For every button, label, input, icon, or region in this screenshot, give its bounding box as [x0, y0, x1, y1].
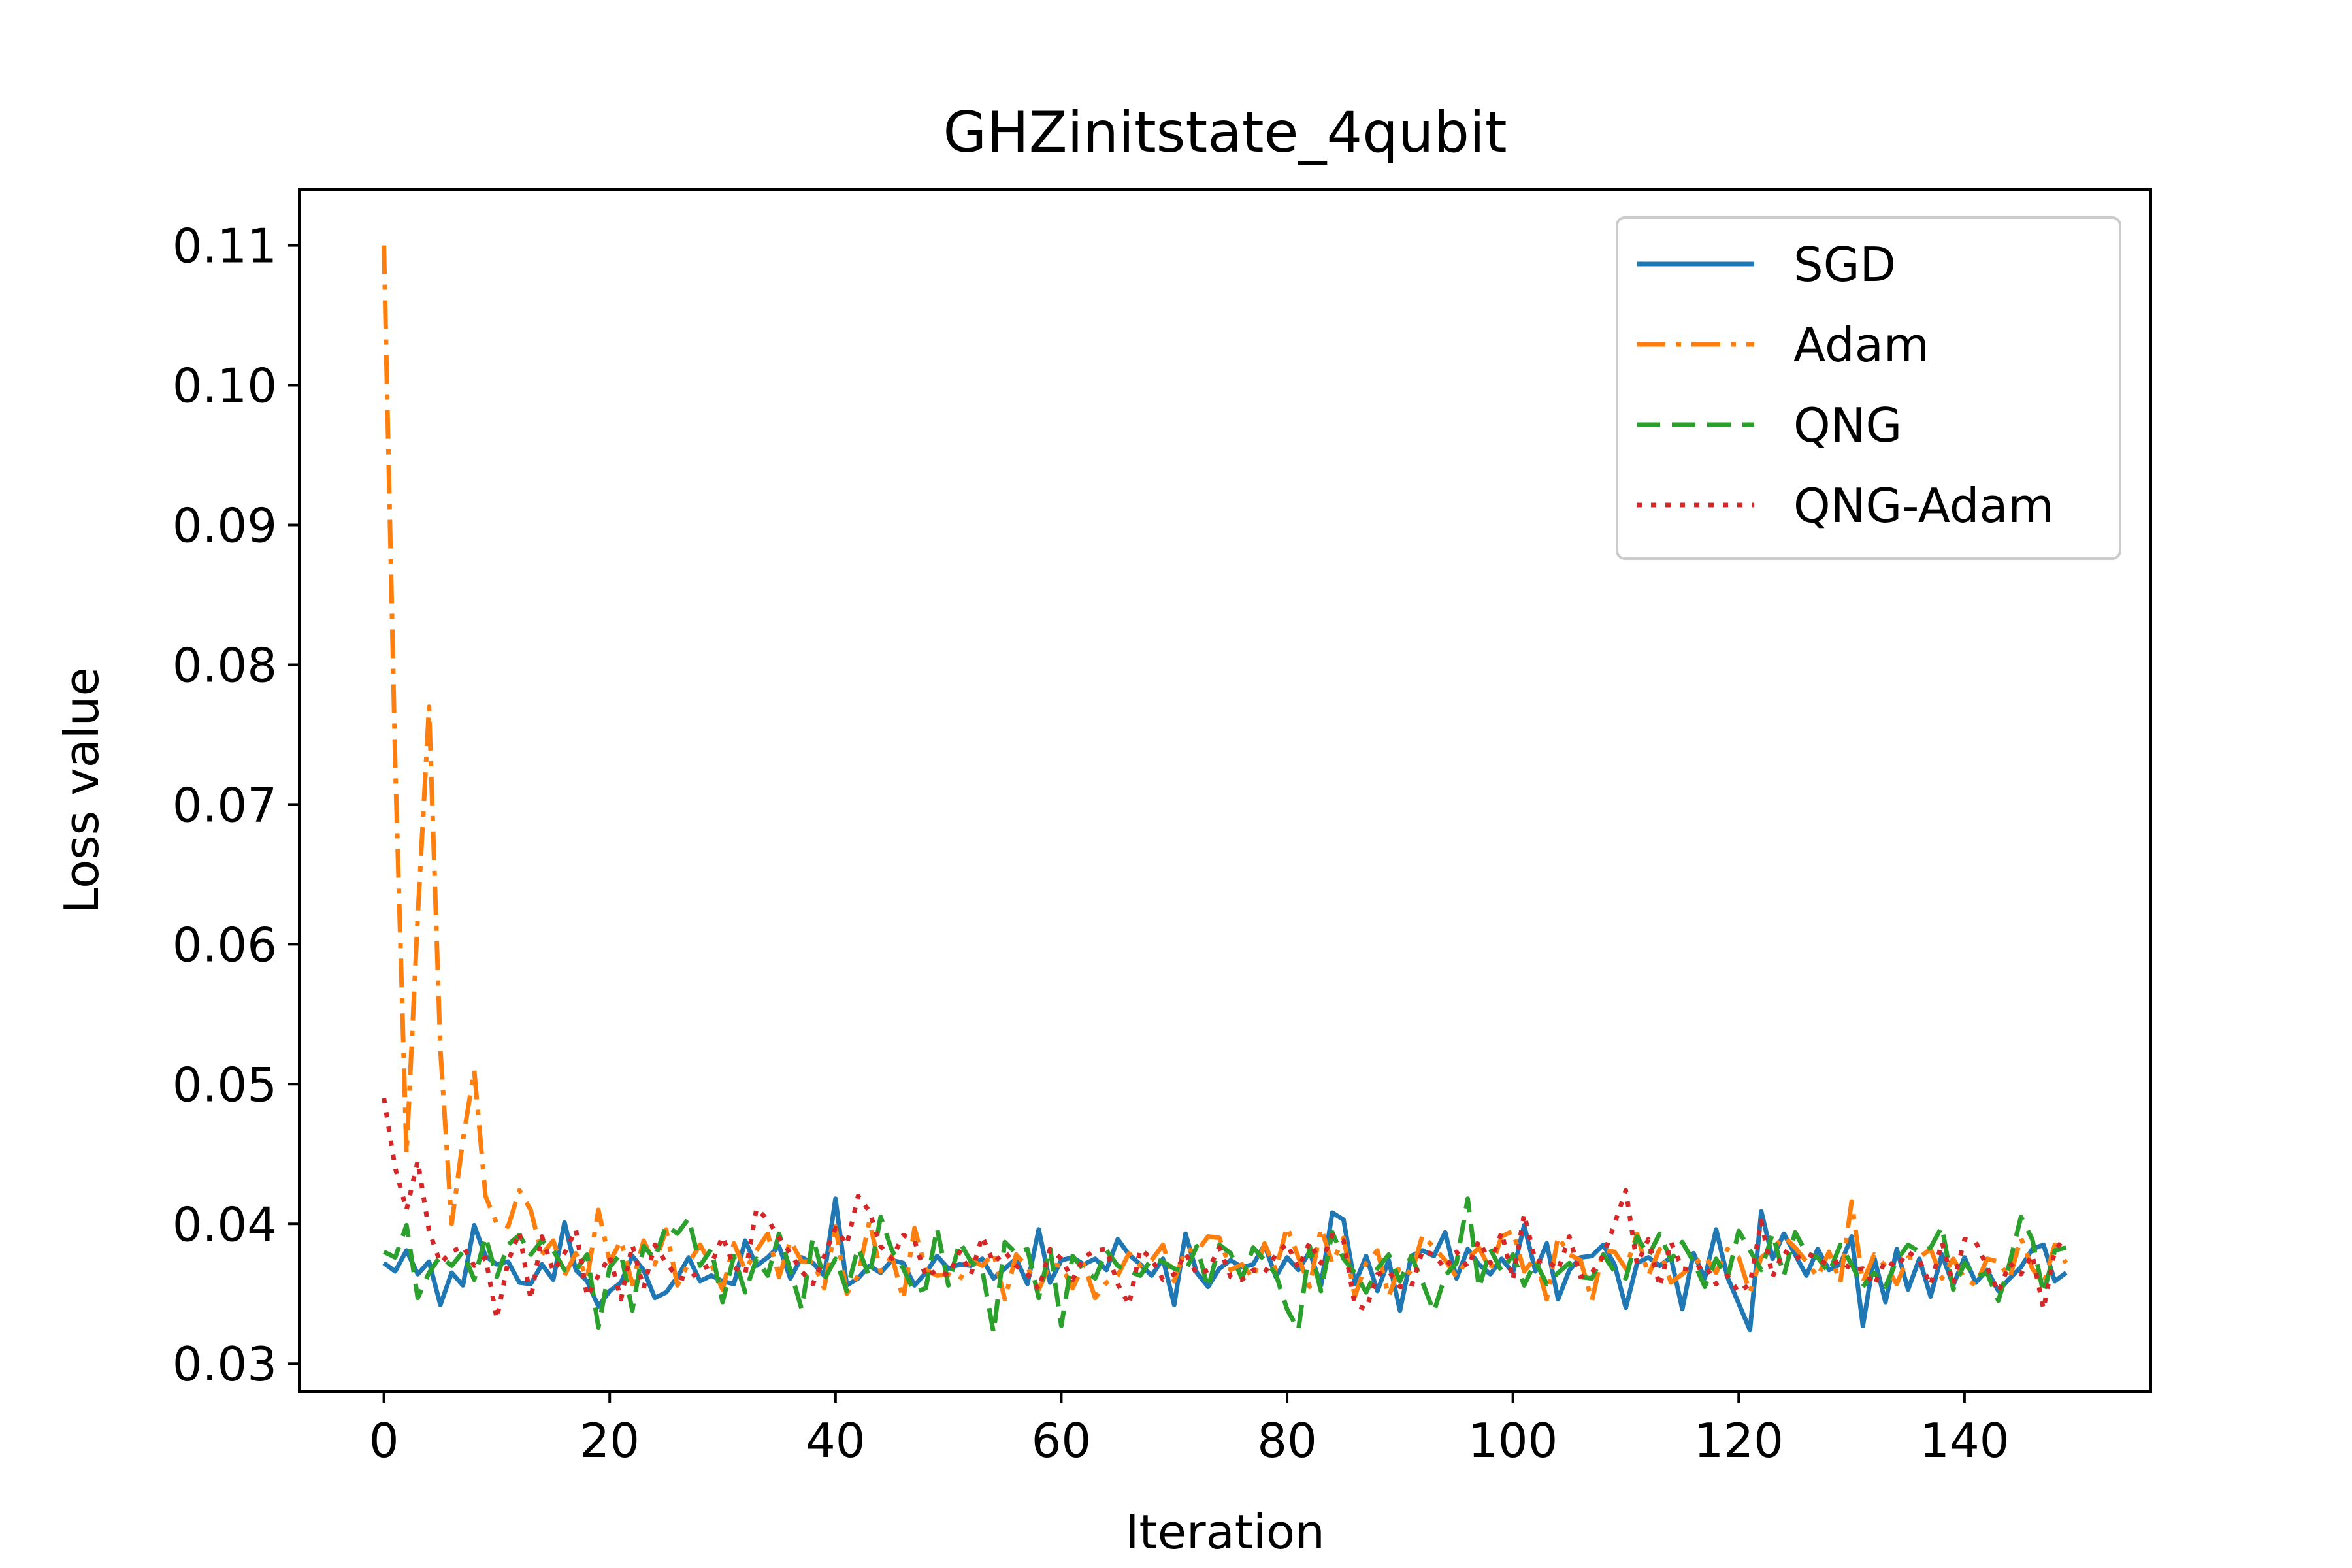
y-tick-label: 0.07 — [172, 777, 277, 832]
x-tick-label: 120 — [1694, 1413, 1784, 1468]
y-tick-label: 0.05 — [172, 1057, 277, 1112]
x-tick-label: 40 — [806, 1413, 866, 1468]
plot-lines — [382, 245, 2068, 1335]
y-tick-label: 0.06 — [172, 917, 277, 972]
series-line-qng — [383, 1196, 2067, 1335]
plot-frame — [298, 188, 2152, 1393]
y-tick-label: 0.09 — [172, 498, 277, 553]
chart-title: GHZinitstate_4qubit — [943, 100, 1507, 165]
x-axis: 0 20 40 60 80 100 120 140 — [369, 1392, 2010, 1468]
legend-label-qng-adam: QNG-Adam — [1793, 478, 2054, 533]
y-tick-label: 0.08 — [172, 638, 277, 693]
series-line-qng-adam — [382, 1098, 2068, 1322]
legend-box — [1616, 216, 2121, 560]
y-tick-label: 0.10 — [172, 359, 277, 414]
y-tick-label: 0.04 — [172, 1197, 277, 1252]
y-axis: 0.03 0.04 0.05 0.06 0.07 0.08 0.09 0.10 0.11 — [172, 219, 299, 1392]
y-axis-label: Loss value — [54, 667, 109, 913]
legend: SGD Adam QNG QNG-Adam — [1616, 216, 2121, 560]
legend-label-sgd: SGD — [1793, 237, 1896, 292]
x-tick-label: 20 — [580, 1413, 640, 1468]
x-axis-label: Iteration — [1125, 1505, 1324, 1560]
x-tick-label: 140 — [1919, 1413, 2009, 1468]
x-tick-label: 0 — [369, 1413, 399, 1468]
x-tick-label: 80 — [1257, 1413, 1317, 1468]
legend-label-adam: Adam — [1793, 318, 1929, 372]
legend-label-qng: QNG — [1793, 398, 1902, 453]
y-tick-label: 0.11 — [172, 219, 277, 274]
y-tick-label: 0.03 — [172, 1337, 277, 1392]
legend-items: SGD Adam QNG QNG-Adam — [1637, 237, 2054, 533]
x-tick-label: 100 — [1468, 1413, 1558, 1468]
x-tick-label: 60 — [1032, 1413, 1092, 1468]
